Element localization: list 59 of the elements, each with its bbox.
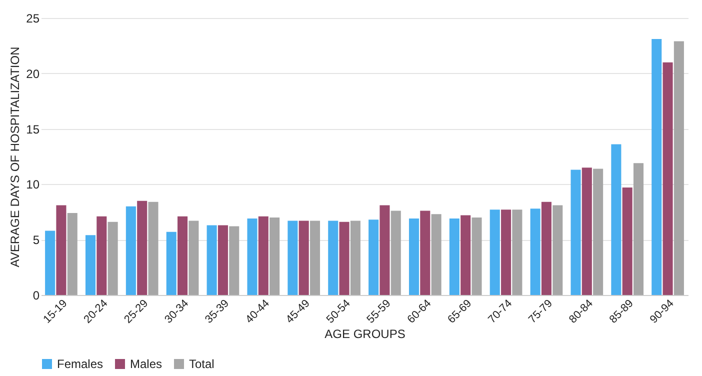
bar — [178, 216, 188, 295]
bar — [85, 235, 96, 295]
bar — [431, 214, 442, 295]
bar — [137, 200, 148, 295]
bar — [582, 168, 592, 295]
bar — [380, 205, 390, 295]
y-tick-label: 10 — [26, 178, 40, 192]
bar — [270, 217, 280, 295]
bar — [67, 213, 78, 295]
bar — [472, 217, 482, 295]
y-tick-label: 20 — [26, 66, 40, 81]
bar — [247, 218, 258, 295]
legend-label: Total — [189, 357, 214, 371]
bar — [229, 226, 240, 295]
bar — [490, 210, 500, 295]
bar — [501, 210, 512, 295]
y-tick-label: 15 — [26, 122, 40, 136]
bar — [339, 222, 350, 295]
bar — [218, 225, 228, 295]
bar — [633, 163, 644, 295]
bar — [408, 218, 420, 295]
bar — [652, 39, 662, 295]
y-axis-title: AVERAGE DAYS OF HOSPITALIZATION — [8, 46, 22, 268]
bar — [45, 230, 56, 295]
x-axis-title: AGE GROUPS — [324, 327, 406, 342]
bar — [552, 205, 563, 295]
bar — [460, 215, 471, 295]
bar — [126, 206, 136, 295]
bar — [420, 210, 430, 295]
y-tick-label: 0 — [32, 288, 40, 302]
bar — [611, 144, 622, 295]
bar — [593, 168, 604, 295]
bar — [328, 220, 338, 295]
y-tick-label: 25 — [26, 12, 40, 26]
bar — [188, 220, 199, 295]
bar — [298, 220, 309, 295]
bar — [310, 220, 320, 295]
bar — [96, 216, 107, 295]
bar — [570, 170, 581, 295]
bar — [108, 222, 118, 295]
bar — [662, 62, 673, 295]
bar — [541, 202, 552, 295]
bar — [56, 205, 66, 295]
bar — [512, 210, 522, 295]
bar — [206, 225, 217, 295]
bar — [166, 232, 176, 295]
y-tick-label: 5 — [32, 233, 40, 248]
bar — [288, 220, 298, 295]
bar — [622, 188, 632, 295]
legend-label: Males — [130, 357, 162, 371]
bar — [674, 41, 684, 295]
bar — [258, 216, 268, 295]
bar — [148, 202, 158, 295]
bar — [350, 220, 360, 295]
legend-label: Females — [57, 357, 104, 371]
bar — [390, 210, 401, 295]
bar — [530, 208, 540, 295]
bar — [449, 218, 460, 295]
bar — [368, 220, 379, 295]
